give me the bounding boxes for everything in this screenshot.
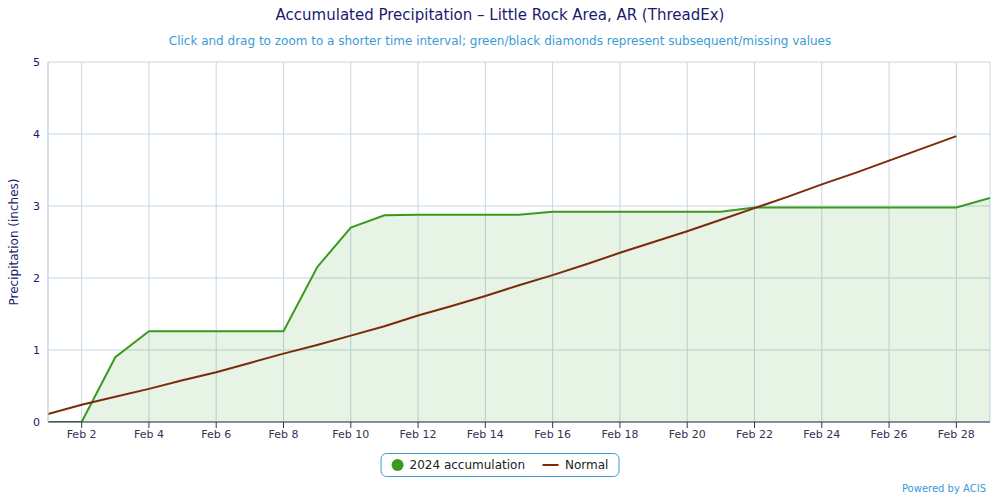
svg-text:Precipitation (inches): Precipitation (inches) <box>8 179 21 306</box>
svg-text:3: 3 <box>33 200 40 213</box>
svg-text:1: 1 <box>33 344 40 357</box>
svg-text:Feb 16: Feb 16 <box>534 428 571 441</box>
svg-text:Feb 28: Feb 28 <box>938 428 975 441</box>
html-text:Click and drag to zoom to a sh: Click and drag to zoom to a shorter time… <box>168 34 832 48</box>
svg-text:Feb 8: Feb 8 <box>269 428 299 441</box>
svg-text:Feb 14: Feb 14 <box>467 428 504 441</box>
svg-text:Feb 18: Feb 18 <box>601 428 638 441</box>
svg-text:Feb 22: Feb 22 <box>736 428 773 441</box>
svg-text:Feb 26: Feb 26 <box>871 428 908 441</box>
svg-text:Feb 2: Feb 2 <box>67 428 97 441</box>
svg-text:Feb 12: Feb 12 <box>400 428 437 441</box>
svg-text:Feb 24: Feb 24 <box>803 428 840 441</box>
svg-text:Feb 4: Feb 4 <box>134 428 164 441</box>
html-text:Normal: Normal <box>565 458 609 472</box>
html-text:Powered by ACIS: Powered by ACIS <box>901 483 986 494</box>
svg-text:4: 4 <box>33 128 40 141</box>
svg-text:Feb 6: Feb 6 <box>201 428 231 441</box>
html-text:Accumulated Precipitation – Li: Accumulated Precipitation – Little Rock … <box>275 6 725 24</box>
svg-text:5: 5 <box>33 56 40 69</box>
svg-text:Feb 10: Feb 10 <box>332 428 369 441</box>
svg-text:0: 0 <box>33 416 40 429</box>
svg-text:Feb 20: Feb 20 <box>669 428 706 441</box>
html-text:2024 accumulation: 2024 accumulation <box>409 458 525 472</box>
svg-text:2: 2 <box>33 272 40 285</box>
